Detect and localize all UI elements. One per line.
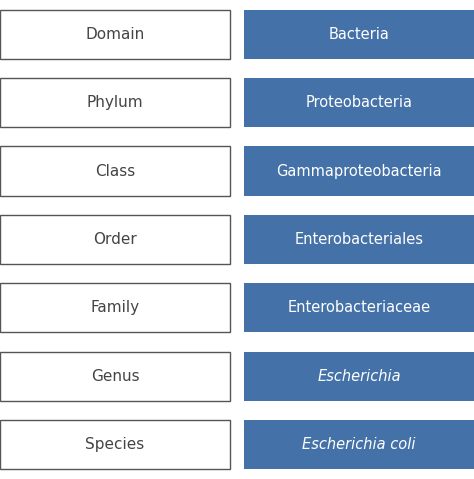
Text: Domain: Domain [85, 27, 145, 42]
Text: Gammaproteobacteria: Gammaproteobacteria [276, 163, 442, 179]
Text: Family: Family [91, 300, 139, 315]
FancyBboxPatch shape [0, 147, 230, 195]
FancyBboxPatch shape [244, 420, 474, 469]
FancyBboxPatch shape [0, 10, 230, 59]
Text: Phylum: Phylum [87, 95, 143, 110]
FancyBboxPatch shape [244, 78, 474, 127]
FancyBboxPatch shape [244, 215, 474, 264]
Text: Bacteria: Bacteria [328, 27, 390, 42]
Text: Order: Order [93, 232, 137, 247]
Text: Enterobacteriales: Enterobacteriales [294, 232, 424, 247]
FancyBboxPatch shape [244, 352, 474, 401]
FancyBboxPatch shape [244, 147, 474, 195]
FancyBboxPatch shape [244, 283, 474, 332]
FancyBboxPatch shape [0, 283, 230, 332]
Text: Species: Species [85, 437, 145, 452]
FancyBboxPatch shape [244, 10, 474, 59]
Text: Proteobacteria: Proteobacteria [306, 95, 412, 110]
FancyBboxPatch shape [0, 420, 230, 469]
FancyBboxPatch shape [0, 215, 230, 264]
Text: Escherichia: Escherichia [317, 369, 401, 384]
Text: Enterobacteriaceae: Enterobacteriaceae [288, 300, 430, 315]
Text: Class: Class [95, 163, 135, 179]
FancyBboxPatch shape [0, 352, 230, 401]
Text: Genus: Genus [91, 369, 139, 384]
FancyBboxPatch shape [0, 78, 230, 127]
Text: Escherichia coli: Escherichia coli [302, 437, 416, 452]
